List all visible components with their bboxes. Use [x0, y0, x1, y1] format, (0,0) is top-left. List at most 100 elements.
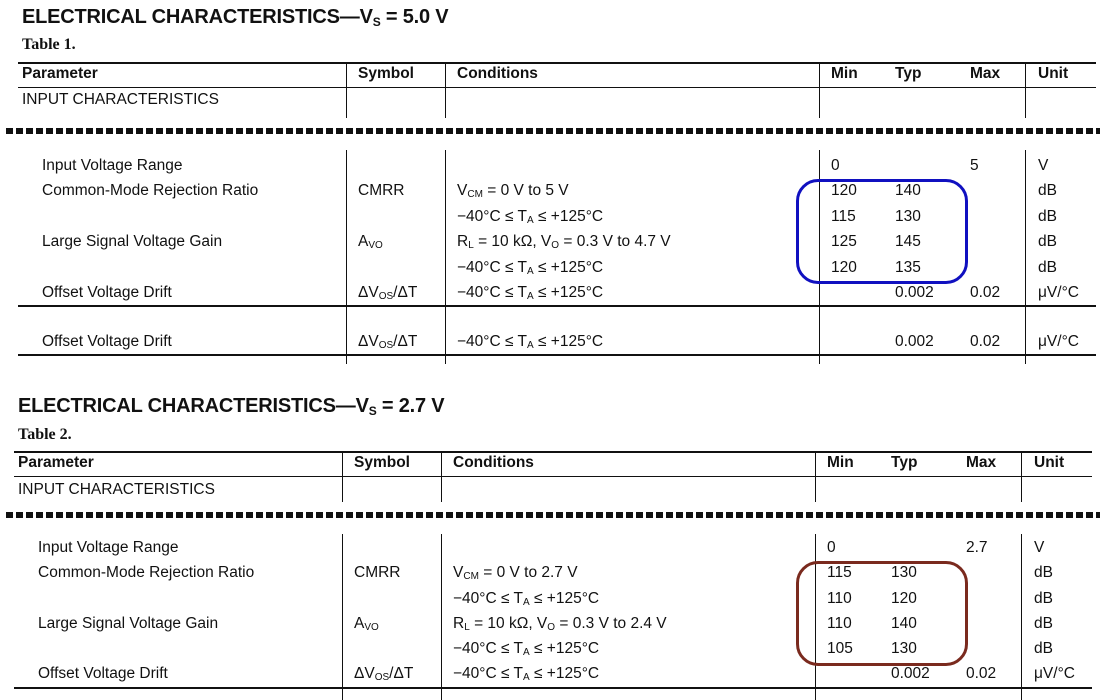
text-segment: −40°C ≤ T [453, 640, 523, 657]
subscript: A [527, 266, 534, 277]
text-segment: ≤ +125°C [533, 284, 604, 301]
text-segment: R [457, 233, 469, 250]
header-rule [14, 476, 1092, 477]
table-bottom-rule [14, 687, 1092, 689]
subscript: CM [463, 571, 479, 582]
text-segment: ΔV [358, 284, 379, 301]
text-segment: /ΔT [393, 284, 418, 301]
parameter-name: Input Voltage Range [42, 157, 183, 174]
text-segment: = 0.3 V to 2.4 V [555, 615, 667, 632]
column-divider [1025, 62, 1026, 118]
symbol-cell: AVO [358, 233, 383, 255]
subscript: O [547, 622, 556, 633]
text-segment: ≤ +125°C [533, 333, 604, 350]
text-segment: = 0 V to 5 V [482, 182, 569, 199]
parameter-name: Offset Voltage Drift [38, 665, 168, 682]
column-divider [815, 534, 816, 700]
table-label: Table 1. [22, 36, 76, 53]
parameter-name: Common-Mode Rejection Ratio [38, 564, 255, 581]
subscript: L [464, 622, 470, 633]
min-value: 115 [827, 564, 852, 581]
conditions-cell: −40°C ≤ TA ≤ +125°C [453, 640, 599, 662]
text-segment: −40°C ≤ T [457, 208, 527, 225]
symbol-cell: ΔVOS/ΔT [354, 665, 413, 687]
min-value: 115 [831, 208, 856, 225]
typ-value: 130 [895, 208, 921, 225]
text-segment: ΔV [358, 333, 379, 350]
header-unit: Unit [1034, 454, 1065, 471]
parameter-name: Large Signal Voltage Gain [42, 233, 223, 250]
column-divider [342, 451, 343, 502]
max-value: 0.02 [970, 333, 1001, 350]
table-top-rule [14, 451, 1092, 453]
section-title: ELECTRICAL CHARACTERISTICS—VS = 2.7 V [18, 395, 445, 418]
column-divider [815, 451, 816, 502]
highlight-box [796, 179, 968, 284]
subscript: A [527, 291, 534, 302]
section-heading: INPUT CHARACTERISTICS [22, 91, 219, 108]
text-segment: ≤ +125°C [533, 259, 604, 276]
subscript: A [527, 215, 534, 226]
header-symbol: Symbol [358, 65, 414, 82]
header-parameter: Parameter [22, 65, 98, 82]
max-value: 2.7 [966, 539, 988, 556]
table-bottom-rule [18, 305, 1096, 307]
subscript: L [468, 240, 474, 251]
text-segment: V [453, 564, 464, 581]
text-segment: ≤ +125°C [529, 665, 600, 682]
text-segment: A [354, 615, 365, 632]
min-value: 0 [827, 539, 836, 556]
typ-value: 135 [895, 259, 921, 276]
text-segment: −40°C ≤ T [457, 259, 527, 276]
text-segment: = 0.3 V to 4.7 V [559, 233, 671, 250]
header-max: Max [970, 65, 1001, 82]
text-segment: R [453, 615, 465, 632]
text-segment: /ΔT [393, 333, 418, 350]
unit-value: μV/°C [1034, 665, 1075, 682]
extra-row-rule [18, 354, 1096, 356]
min-value: 0 [831, 157, 840, 174]
unit-value: dB [1038, 208, 1057, 225]
subscript: A [527, 340, 534, 351]
typ-value: 120 [891, 590, 917, 607]
unit-value: dB [1038, 259, 1057, 276]
text-segment: = 10 kΩ, V [469, 615, 548, 632]
unit-value: dB [1034, 640, 1053, 657]
text-segment: −40°C ≤ T [453, 590, 523, 607]
text-segment: = 10 kΩ, V [473, 233, 552, 250]
unit-value: dB [1038, 233, 1057, 250]
column-divider [1025, 150, 1026, 364]
header-unit: Unit [1038, 65, 1069, 82]
text-segment: ≤ +125°C [533, 208, 604, 225]
subscript: VO [368, 240, 383, 251]
conditions-cell: −40°C ≤ TA ≤ +125°C [457, 259, 603, 281]
subscript: A [523, 647, 530, 658]
text-segment: −40°C ≤ T [457, 284, 527, 301]
conditions-cell: RL = 10 kΩ, VO = 0.3 V to 2.4 V [453, 615, 667, 637]
max-value: 5 [970, 157, 979, 174]
unit-value: dB [1034, 590, 1053, 607]
typ-value: 140 [895, 182, 921, 199]
symbol-cell: AVO [354, 615, 379, 637]
text-segment: −40°C ≤ T [457, 333, 527, 350]
min-value: 120 [831, 182, 857, 199]
unit-value: μV/°C [1038, 284, 1079, 301]
parameter-name: Offset Voltage Drift [42, 284, 172, 301]
min-value: 110 [827, 615, 852, 632]
max-value: 0.02 [966, 665, 997, 682]
column-divider [1021, 451, 1022, 502]
title-main: ELECTRICAL CHARACTERISTICS—V [18, 395, 369, 417]
min-value: 120 [831, 259, 857, 276]
column-divider [441, 451, 442, 502]
title-tail: = 5.0 V [380, 6, 449, 28]
text-segment: /ΔT [389, 665, 414, 682]
min-value: 125 [831, 233, 857, 250]
conditions-cell: −40°C ≤ TA ≤ +125°C [457, 284, 603, 306]
parameter-name: Large Signal Voltage Gain [38, 615, 219, 632]
table-label: Table 2. [18, 426, 72, 443]
unit-value: μV/°C [1038, 333, 1079, 350]
parameter-name: Common-Mode Rejection Ratio [42, 182, 259, 199]
header-conditions: Conditions [453, 454, 534, 471]
section-break-dashes [6, 128, 1100, 134]
